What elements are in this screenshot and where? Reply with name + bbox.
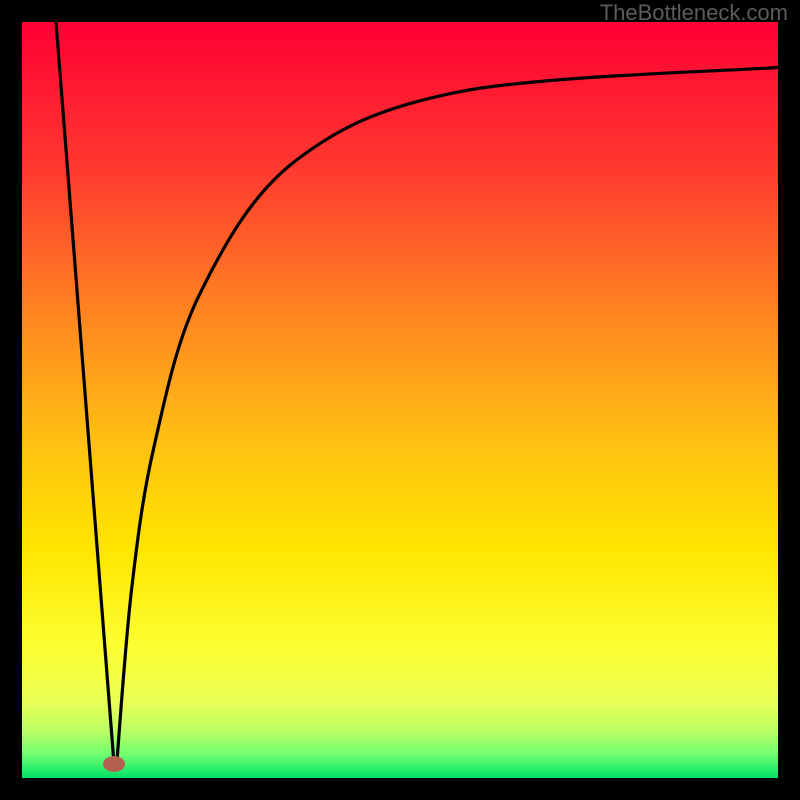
chart-frame: TheBottleneck.com <box>0 0 800 800</box>
background-gradient <box>22 22 778 778</box>
plot-area <box>22 22 778 778</box>
